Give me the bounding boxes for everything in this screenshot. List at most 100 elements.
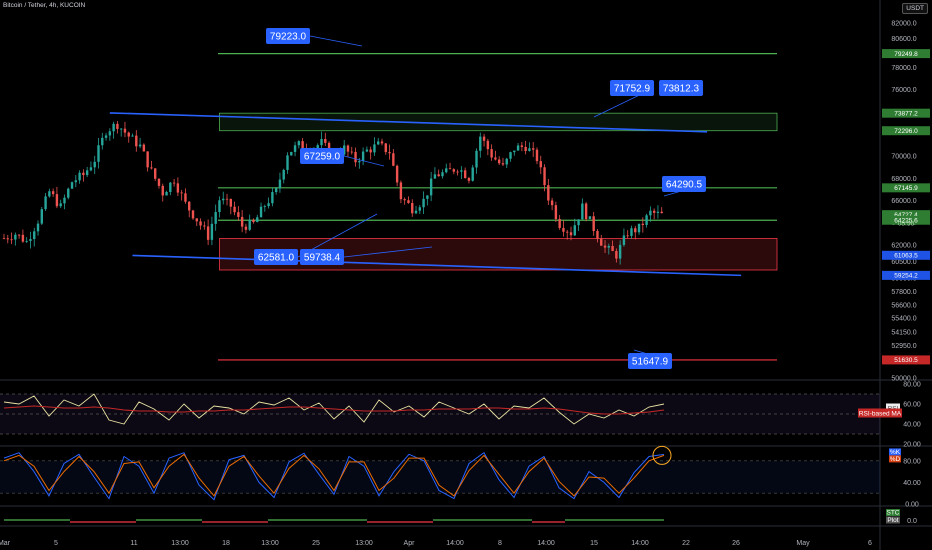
candle-body bbox=[392, 153, 395, 166]
stc-tick-label: 0.0 bbox=[907, 518, 917, 525]
price-tag-label: 73877.2 bbox=[894, 110, 918, 117]
candle-body bbox=[634, 228, 637, 233]
candle-body bbox=[218, 200, 221, 213]
candle-body bbox=[448, 168, 452, 170]
annotation-layer[interactable]: 79223.0 71752.9 73812.3 67259.0 64290.5 62581… bbox=[254, 28, 707, 369]
candle-body bbox=[611, 245, 614, 252]
annotation-pointer bbox=[343, 155, 385, 167]
candle-body bbox=[509, 152, 512, 159]
candle-body bbox=[203, 225, 206, 227]
candle-body bbox=[532, 148, 535, 150]
candle-body bbox=[184, 193, 187, 202]
candle-body bbox=[2, 238, 6, 240]
candle-body bbox=[558, 219, 561, 228]
candle-body bbox=[316, 145, 319, 149]
stoch-tick-label: 0.00 bbox=[905, 502, 919, 509]
candle-body bbox=[618, 244, 622, 259]
candle-body bbox=[369, 149, 372, 153]
price-tag-label: 64727.4 bbox=[894, 212, 918, 219]
candle-body bbox=[547, 185, 550, 201]
candle-body bbox=[210, 223, 214, 240]
candle-body bbox=[388, 152, 391, 154]
time-tick-label: 15 bbox=[590, 540, 598, 547]
candle-body bbox=[422, 198, 425, 208]
candle-body bbox=[361, 151, 365, 162]
price-tick-label: 66000.0 bbox=[891, 198, 916, 205]
candle-body bbox=[418, 207, 421, 211]
candle-body bbox=[399, 182, 403, 200]
candle-body bbox=[456, 171, 459, 173]
green-zone bbox=[219, 112, 778, 132]
time-tick-label: Mar bbox=[0, 540, 11, 547]
annotation-pointer bbox=[343, 246, 433, 258]
candle-body bbox=[293, 145, 297, 152]
candle-body bbox=[127, 132, 130, 137]
symbol-title[interactable]: Bitcoin / Tether, 4h, KUCOIN bbox=[3, 2, 86, 9]
time-tick-label: 8 bbox=[498, 540, 502, 547]
candle-body bbox=[528, 148, 531, 152]
price-tick-label: 52950.0 bbox=[891, 343, 916, 350]
bar-countdown: 05:56 bbox=[898, 221, 915, 228]
candle-body bbox=[248, 219, 251, 230]
candle-body bbox=[135, 135, 138, 147]
annotation-label: 64290.5 bbox=[666, 180, 703, 191]
currency-button[interactable]: USDT bbox=[902, 3, 928, 14]
price-tag-layer: 79249.8 73877.2 72296.0 67145.9 64727.464225… bbox=[858, 49, 930, 524]
trendline-layer[interactable] bbox=[109, 112, 742, 277]
price-tick-label: 57800.0 bbox=[891, 289, 916, 296]
candle-body bbox=[59, 203, 62, 207]
candle-body bbox=[577, 219, 580, 226]
candle-body bbox=[214, 212, 217, 224]
candle-body bbox=[78, 172, 81, 181]
candle-body bbox=[101, 137, 104, 146]
candle-body bbox=[6, 238, 9, 240]
candle-body bbox=[475, 150, 478, 168]
time-tick-label: 14:00 bbox=[631, 540, 649, 547]
candle-body bbox=[494, 157, 497, 160]
annotation-box bbox=[254, 249, 298, 265]
annotation-label: 62581.0 bbox=[258, 253, 295, 264]
candle-body bbox=[482, 136, 486, 141]
candle-body bbox=[206, 226, 210, 240]
rsi-ma-line bbox=[3, 405, 665, 415]
candle-body bbox=[411, 203, 414, 214]
candle-body bbox=[516, 145, 520, 151]
candle-body bbox=[252, 219, 255, 223]
candle-body bbox=[63, 197, 66, 204]
price-tag-label: 72296.0 bbox=[894, 128, 918, 135]
candle-body bbox=[51, 191, 55, 195]
time-tick-label: 18 bbox=[222, 540, 230, 547]
stc-plot-tag-label: Plot bbox=[887, 517, 898, 524]
candle-body bbox=[414, 210, 418, 214]
candle-body bbox=[146, 151, 149, 168]
candle-body bbox=[320, 139, 323, 146]
time-tick-label: 11 bbox=[130, 540, 137, 547]
time-tick-label: 6 bbox=[868, 540, 872, 547]
candle-body bbox=[301, 141, 304, 150]
candle-body bbox=[36, 223, 40, 232]
candle-body bbox=[350, 151, 353, 153]
candle-body bbox=[543, 167, 546, 186]
candle-body bbox=[169, 182, 172, 192]
candle-body bbox=[566, 231, 569, 233]
candle-body bbox=[119, 128, 123, 130]
rsi-tick-label: 20.00 bbox=[903, 442, 921, 449]
rsi-tag bbox=[886, 403, 900, 413]
stoch-tick-label: 40.00 bbox=[903, 480, 921, 487]
price-tag-label: 51630.5 bbox=[894, 357, 918, 364]
candle-body bbox=[244, 226, 248, 230]
candle-body bbox=[240, 216, 244, 227]
candle-body bbox=[82, 172, 85, 176]
candle-body bbox=[486, 140, 490, 150]
price-tick-label: 55400.0 bbox=[891, 316, 916, 323]
candle-body bbox=[29, 239, 32, 241]
price-tag-label: 79249.8 bbox=[894, 51, 918, 58]
candle-body bbox=[501, 163, 505, 165]
indicator-layer bbox=[0, 393, 880, 523]
rsi-tick-label: 40.00 bbox=[903, 422, 921, 429]
candle-body bbox=[505, 158, 508, 165]
candle-body bbox=[437, 174, 440, 177]
candle-body bbox=[562, 227, 565, 232]
